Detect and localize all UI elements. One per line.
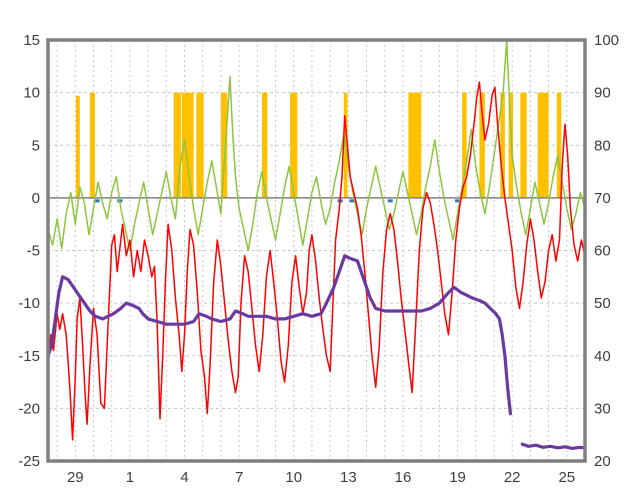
temperature-red (48, 81, 585, 441)
green-line (48, 40, 585, 252)
x-tick-label: 4 (180, 469, 188, 486)
right-tick-label: 90 (594, 85, 611, 102)
x-tick-label: 25 (558, 469, 575, 486)
sunshine-bars (75, 92, 562, 198)
x-tick-label: 13 (340, 469, 357, 486)
left-tick-label: 0 (32, 190, 40, 207)
left-tick-label: -5 (27, 243, 40, 260)
left-tick-label: -15 (18, 348, 40, 365)
x-tick-label: 19 (449, 469, 466, 486)
axis-tick-labels: 151050-5-10-15-20-2510090807060504030202… (18, 32, 619, 486)
left-tick-label: 5 (32, 137, 40, 154)
left-tick-label: 10 (23, 85, 40, 102)
right-tick-label: 50 (594, 295, 611, 312)
x-tick-label: 10 (285, 469, 302, 486)
x-tick-label: 22 (504, 469, 521, 486)
right-tick-label: 70 (594, 190, 611, 207)
right-tick-label: 40 (594, 348, 611, 365)
left-tick-label: 15 (23, 32, 40, 49)
right-tick-label: 80 (594, 137, 611, 154)
left-tick-label: -25 (18, 453, 40, 470)
right-tick-label: 60 (594, 243, 611, 260)
plot-frame (46, 38, 587, 463)
left-tick-label: -10 (18, 295, 40, 312)
x-tick-label: 29 (67, 469, 84, 486)
x-tick-label: 16 (395, 469, 412, 486)
right-tick-label: 30 (594, 400, 611, 417)
x-tick-label: 7 (235, 469, 243, 486)
left-tick-label: -20 (18, 400, 40, 417)
right-tick-label: 20 (594, 453, 611, 470)
right-tick-label: 100 (594, 32, 619, 49)
x-tick-label: 1 (126, 469, 134, 486)
snow-depth-purple (48, 254, 585, 450)
